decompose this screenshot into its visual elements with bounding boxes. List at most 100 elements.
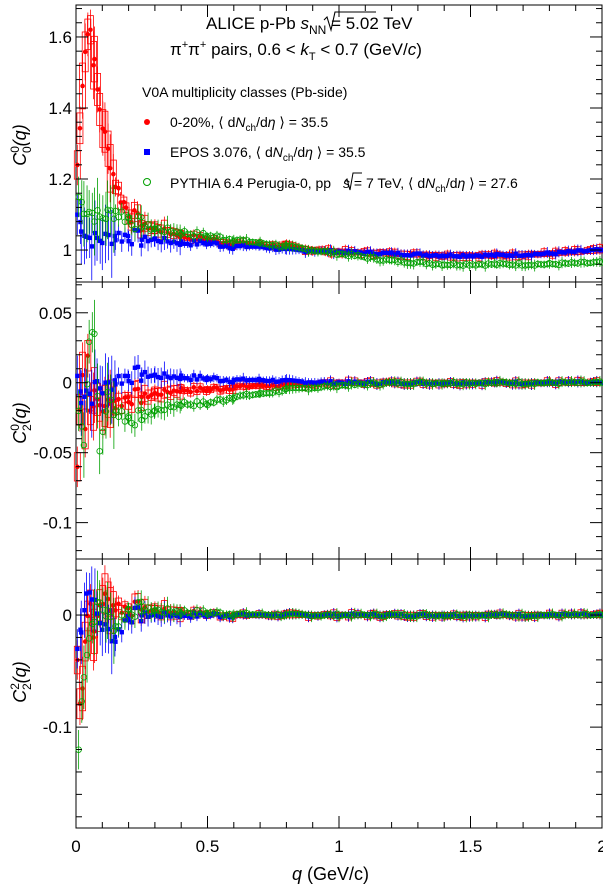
title-line1-prefix: ALICE p-Pb	[206, 14, 301, 33]
systematic-box	[109, 159, 117, 189]
epos-point	[116, 230, 121, 236]
epos-point	[224, 243, 229, 248]
epos-point	[519, 253, 525, 258]
epos-point	[145, 374, 151, 379]
epos-point	[205, 375, 210, 381]
epos-point	[201, 376, 206, 381]
epos-point	[132, 365, 138, 370]
epos-point	[168, 375, 173, 381]
y-tick-label: 1	[63, 241, 72, 260]
data-point	[77, 125, 83, 131]
pythia-point	[110, 627, 118, 635]
epos-point	[188, 243, 193, 248]
epos-point	[276, 379, 282, 384]
x-tick-label: 0	[71, 837, 80, 856]
epos-point	[139, 237, 144, 242]
epos-point	[75, 373, 80, 379]
legend-label-pythia: PYTHIA 6.4 Perugia-0, pp s = 7 TeV, ⟨ dN…	[170, 175, 518, 195]
epos-point	[273, 379, 279, 384]
data-point	[188, 389, 193, 395]
y-tick-label: 1.2	[48, 170, 72, 189]
epos-point	[100, 627, 105, 632]
epos-point	[424, 252, 429, 257]
epos-point	[253, 377, 259, 383]
data-point	[91, 62, 96, 68]
pythia-point	[94, 207, 101, 214]
epos-point	[126, 239, 131, 244]
epos-point	[420, 253, 426, 258]
title-sqrt-sign	[323, 11, 376, 33]
epos-point	[214, 241, 220, 246]
systematic-box	[115, 181, 123, 195]
title-line1-suffix: = 5.02 TeV	[326, 14, 413, 33]
epos-point	[126, 618, 131, 623]
y-tick-label: 1.4	[48, 99, 72, 118]
x-axis-title: q (GeV/c)	[292, 864, 369, 884]
epos-point	[284, 377, 289, 383]
epos-point	[75, 646, 80, 652]
epos-point	[113, 238, 118, 243]
epos-point	[205, 240, 210, 245]
systematic-box	[79, 665, 86, 712]
epos-point	[135, 228, 141, 233]
epos-point	[182, 613, 187, 619]
epos-point	[106, 626, 111, 632]
y-tick-label: 0	[63, 374, 72, 393]
epos-point	[572, 249, 577, 255]
epos-point	[322, 379, 327, 384]
epos-point	[113, 639, 118, 644]
epos-point	[78, 627, 83, 632]
axis-ticks: 1 1.2 1.4 1.6 -0.1 -0.05 0 0.05 -0.1 0 0 0.5 1 1.5 2	[33, 5, 603, 856]
epos-point	[234, 243, 240, 249]
epos-point	[214, 375, 220, 381]
pythia-point	[151, 225, 158, 233]
epos-point	[217, 379, 223, 384]
epos-point	[581, 249, 587, 254]
bottom-panel-frame	[75, 558, 603, 829]
epos-point	[264, 245, 269, 251]
epos-point	[306, 380, 311, 385]
epos-point	[152, 372, 158, 377]
bottom-panel-marks	[73, 565, 603, 770]
epos-point	[532, 251, 537, 257]
epos-point	[171, 374, 177, 379]
epos-point	[112, 233, 118, 239]
epos-point	[174, 375, 180, 381]
pythia-point	[131, 421, 139, 429]
epos-point	[139, 618, 144, 624]
epos-point	[303, 380, 308, 386]
epos-point	[290, 378, 295, 383]
legend-label-data: 0-20%, ⟨ dNch/dη ⟩ = 35.5	[170, 114, 328, 134]
pythia-point	[138, 598, 145, 606]
title-line2-b: < 0.7 (GeV/	[316, 40, 408, 59]
pythia-point	[83, 380, 91, 388]
systematic-box	[90, 614, 98, 662]
epos-point	[479, 254, 485, 259]
y-tick-label: 0	[63, 606, 72, 625]
pythia-point	[102, 408, 110, 415]
epos-point	[109, 241, 114, 247]
epos-point	[122, 232, 128, 238]
pythia-point	[94, 392, 101, 400]
epos-point	[197, 373, 203, 379]
pythia-point	[89, 620, 96, 628]
epos-point	[309, 380, 314, 385]
epos-point	[486, 253, 491, 258]
epos-point	[97, 386, 103, 391]
pythia-point	[102, 613, 110, 620]
epos-point	[106, 380, 111, 385]
x-tick-label: 2	[597, 837, 603, 856]
systematic-box	[134, 204, 141, 222]
epos-point	[100, 240, 105, 246]
y-tick-label: 0.05	[39, 304, 72, 323]
epos-point	[473, 253, 478, 258]
epos-point	[553, 252, 558, 257]
data-point	[129, 401, 135, 407]
epos-point	[125, 233, 131, 239]
epos-point	[82, 394, 87, 399]
pythia-point	[176, 229, 184, 237]
epos-point	[179, 373, 184, 378]
epos-point	[139, 372, 144, 377]
epos-point	[380, 250, 386, 255]
